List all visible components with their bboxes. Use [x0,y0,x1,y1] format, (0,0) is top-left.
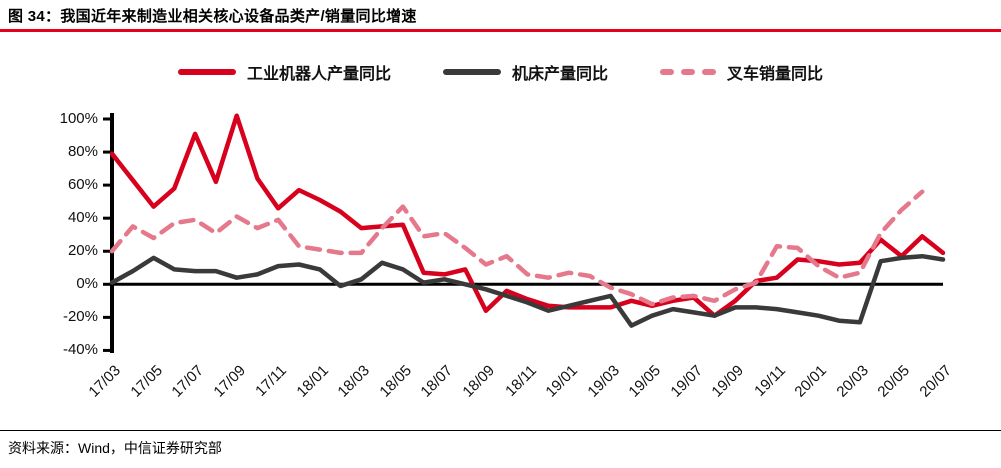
legend-item-forklift: 叉车销量同比 [660,60,823,84]
chart-legend: 工业机器人产量同比 机床产量同比 叉车销量同比 [0,60,1001,84]
legend-item-robot: 工业机器人产量同比 [177,60,391,84]
y-tick-label: 100% [59,110,98,127]
series-line-0 [109,113,946,318]
figure-header: 图 34：我国近年来制造业相关核心设备品类产/销量同比增速 [0,0,1001,32]
y-tick-label: 80% [67,143,98,161]
y-tick-label: 60% [67,176,98,194]
machine-tool-line-swatch [442,69,501,75]
y-tick-label: -20% [62,308,98,326]
source-note: 资料来源：Wind，中信证券研究部 [8,440,222,456]
legend-label-forklift: 叉车销量同比 [727,66,824,83]
footer-divider [0,430,1001,431]
series-line-2 [109,189,925,307]
legend-item-machine-tool: 机床产量同比 [442,60,608,84]
y-tick-label: 20% [67,242,98,260]
y-tick-label: -40% [62,341,98,359]
series-line-1 [109,253,946,328]
legend-label-robot: 工业机器人产量同比 [246,66,391,83]
y-tick-label: 0% [76,275,98,293]
robot-line-swatch [177,69,236,75]
forklift-line-swatch [660,69,716,75]
legend-label-machine-tool: 机床产量同比 [511,66,608,83]
title-red-divider [0,29,1001,32]
figure-title: 图 34：我国近年来制造业相关核心设备品类产/销量同比增速 [8,8,417,25]
y-tick-label: 40% [67,209,98,227]
